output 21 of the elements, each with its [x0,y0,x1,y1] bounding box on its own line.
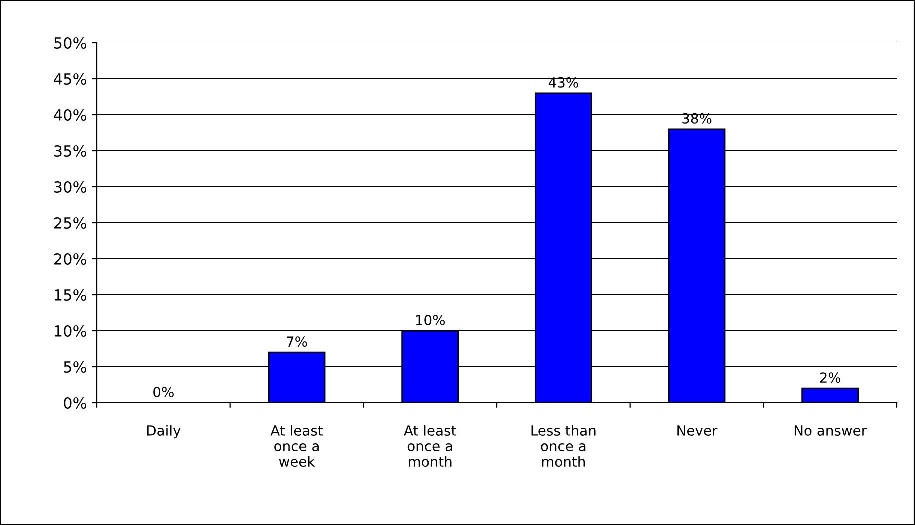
y-tick-label: 40% [54,109,86,122]
x-tick-label: At least once a week [270,425,324,468]
x-tick-label: Less than once a month [532,425,596,468]
data-label: 10% [416,315,445,326]
y-tick-label: 25% [54,217,86,230]
y-tick-label: 15% [55,289,86,302]
y-tick-label: 30% [54,181,86,194]
x-tick-label: Never [678,426,718,436]
y-tick-label: 35% [54,145,86,158]
x-tick-label: No answer [794,426,868,436]
y-tick-label: 45% [54,73,86,86]
y-tick-label: 5% [64,361,86,374]
y-tick-label: 50% [54,37,86,50]
y-tick-label: 0% [64,397,86,410]
y-tick-label: 20% [54,253,86,266]
x-tick-label: At least once a month [404,425,456,468]
data-label: 2% [820,372,841,384]
y-tick-label: 10% [55,325,86,338]
data-label: 7% [287,336,308,348]
x-tick-label: Daily [147,425,181,439]
data-label: 0% [154,387,174,398]
